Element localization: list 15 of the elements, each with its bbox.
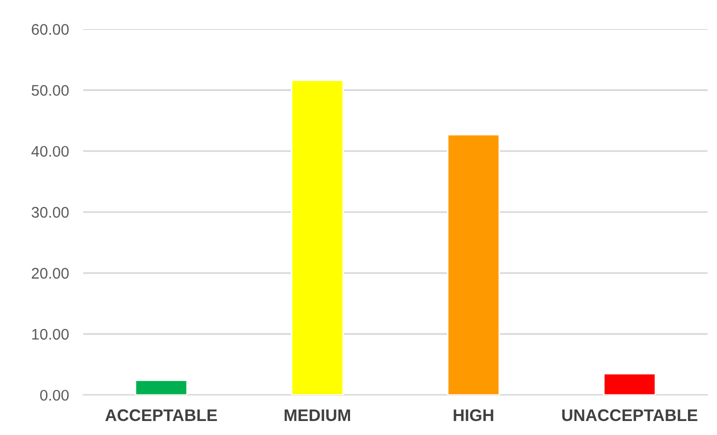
y-tick-label: 20.00 — [32, 268, 69, 279]
y-tick-label: 40.00 — [31, 146, 69, 157]
x-tick-label: UNACCEPTABLE — [562, 409, 698, 422]
y-tick-label: 30.00 — [32, 206, 69, 218]
x-tick-label: ACCEPTABLE — [105, 409, 217, 422]
y-tick-label: 60.00 — [32, 24, 69, 35]
bar — [134, 380, 188, 395]
bar — [603, 372, 656, 395]
y-tick-label: 50.00 — [32, 84, 69, 96]
x-tick-label: HIGH — [454, 409, 494, 422]
bar — [290, 80, 344, 395]
x-tick-label: MEDIUM — [284, 409, 350, 422]
y-tick-label: 0.00 — [40, 390, 69, 401]
y-tick-label: 10.00 — [32, 328, 69, 340]
bar — [447, 134, 500, 395]
